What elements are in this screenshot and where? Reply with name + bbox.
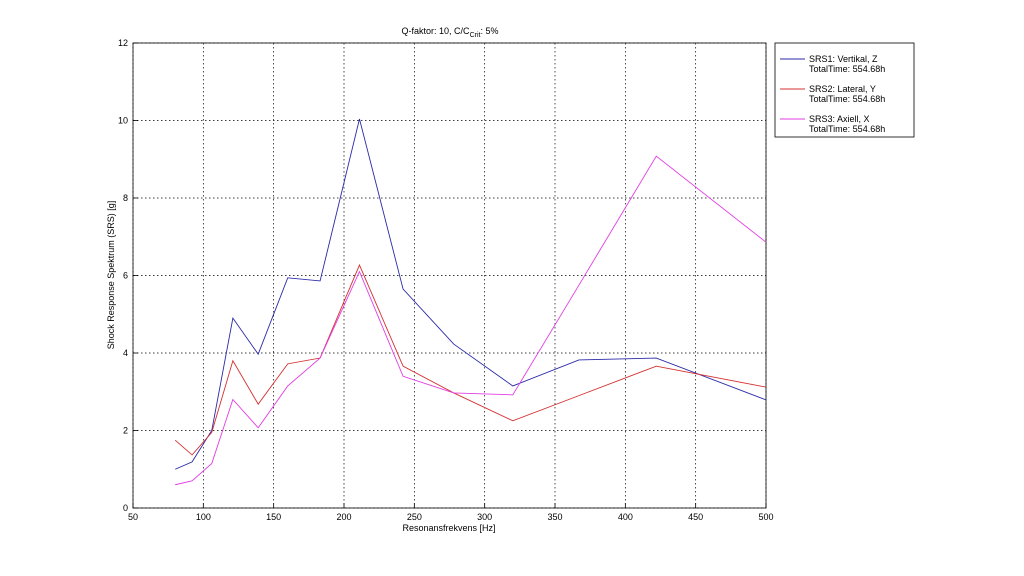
legend-label: SRS2: Lateral, Y: [809, 84, 876, 94]
y-tick-label: 0: [123, 503, 128, 513]
x-tick-label: 400: [618, 512, 633, 522]
legend-note: TotalTime: 554.68h: [809, 64, 885, 74]
x-tick-label: 450: [688, 512, 703, 522]
series-line: [174, 263, 767, 456]
x-tick-label: 150: [266, 512, 281, 522]
x-tick-label: 50: [128, 512, 138, 522]
y-tick-label: 12: [118, 38, 128, 48]
x-tick-label: 300: [477, 512, 492, 522]
y-tick-label: 4: [123, 348, 128, 358]
title-main: Q-faktor: 10, C/C: [402, 26, 471, 36]
title-subscript: Crit: [470, 32, 481, 39]
x-tick-label: 100: [196, 512, 211, 522]
x-tick-label: 200: [336, 512, 351, 522]
legend-box: [774, 42, 915, 138]
series-line: [175, 118, 767, 470]
series-line: [175, 155, 767, 486]
y-axis-label: Shock Response Spektrum (SRS) [g]: [106, 201, 116, 350]
x-axis-label: Resonansfrekvens [Hz]: [402, 523, 495, 533]
legend-note: TotalTime: 554.68h: [809, 124, 885, 134]
y-tick-label: 8: [123, 193, 128, 203]
x-tick-label: 250: [407, 512, 422, 522]
x-tick-label: 500: [758, 512, 773, 522]
y-tick-label: 10: [118, 116, 128, 126]
legend-note: TotalTime: 554.68h: [809, 94, 885, 104]
y-tick-label: 2: [123, 426, 128, 436]
y-tick-label: 6: [123, 271, 128, 281]
legend-label: SRS1: Vertikal, Z: [809, 54, 878, 64]
chart-title: Q-faktor: 10, C/CCrit: 5%: [402, 26, 499, 39]
title-suffix: : 5%: [480, 26, 498, 36]
legend-label: SRS3: Axiell, X: [809, 114, 870, 124]
x-tick-label: 350: [547, 512, 562, 522]
